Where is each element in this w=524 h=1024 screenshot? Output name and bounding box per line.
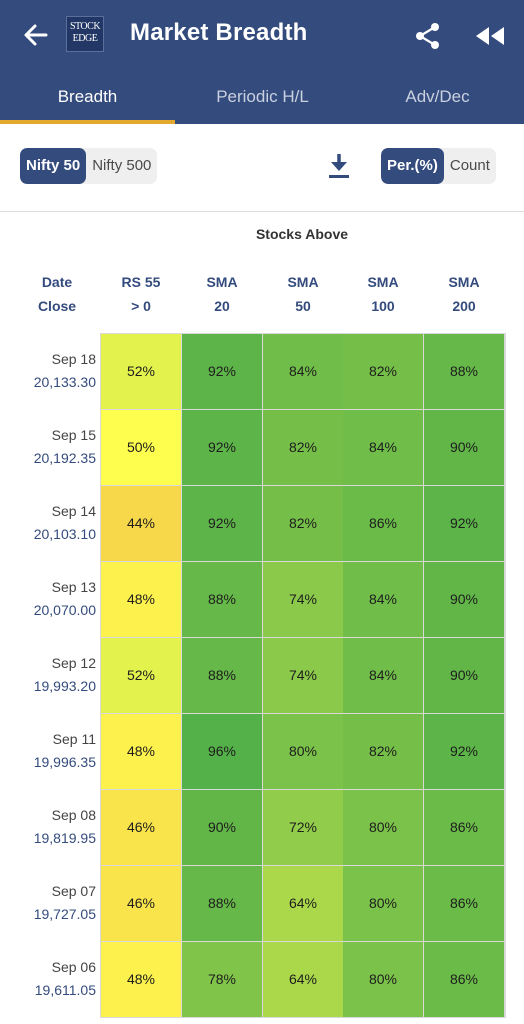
- col-header-sma100[interactable]: SMA 100: [367, 274, 399, 314]
- unit-toggle: Per.(%) Count: [381, 148, 496, 184]
- table-cell[interactable]: 84%: [343, 410, 423, 485]
- table-cell[interactable]: 50%: [101, 410, 181, 485]
- table-cell[interactable]: 90%: [424, 638, 504, 713]
- row-date: Sep 06: [51, 959, 96, 975]
- stockedge-logo: STOCK EDGE: [66, 16, 104, 52]
- table-cell[interactable]: 52%: [101, 334, 181, 409]
- tab-adv-dec[interactable]: Adv/Dec: [405, 87, 470, 106]
- row-date: Sep 13: [51, 579, 96, 595]
- row-date: Sep 18: [51, 351, 96, 367]
- table-cell[interactable]: 48%: [101, 562, 181, 637]
- row-date: Sep 14: [51, 503, 96, 519]
- row-close: 19,993.20: [33, 678, 96, 694]
- app-bar: STOCK EDGE Market Breadth Breadth Period…: [0, 0, 524, 124]
- table-cell[interactable]: 82%: [343, 714, 423, 789]
- stocks-above-label: Stocks Above: [255, 226, 349, 242]
- table-cell[interactable]: 96%: [182, 714, 262, 789]
- table-cell[interactable]: 88%: [182, 562, 262, 637]
- row-date-close: Sep 15 20,192.35: [0, 424, 96, 470]
- table-cell[interactable]: 84%: [343, 562, 423, 637]
- table-cell[interactable]: 90%: [424, 410, 504, 485]
- table-cell[interactable]: 88%: [182, 638, 262, 713]
- row-date-close: Sep 12 19,993.20: [0, 652, 96, 698]
- table-cell[interactable]: 48%: [101, 714, 181, 789]
- table-cell[interactable]: 80%: [263, 714, 343, 789]
- table-cell[interactable]: 88%: [182, 866, 262, 941]
- col-header-sma50[interactable]: SMA 50: [287, 274, 319, 314]
- table-cell[interactable]: 80%: [343, 790, 423, 865]
- table-cell[interactable]: 92%: [424, 714, 504, 789]
- table-cell[interactable]: 86%: [343, 486, 423, 561]
- table-cell[interactable]: 90%: [424, 562, 504, 637]
- table-cell[interactable]: 82%: [343, 334, 423, 409]
- col-header-sma200[interactable]: SMA 200: [448, 274, 480, 314]
- row-close: 20,070.00: [33, 602, 96, 618]
- col-header-sma20[interactable]: SMA 20: [206, 274, 238, 314]
- table-cell[interactable]: 88%: [424, 334, 504, 409]
- table-cell[interactable]: 84%: [263, 334, 343, 409]
- tab-periodic-hl[interactable]: Periodic H/L: [216, 87, 309, 106]
- table-cell[interactable]: 92%: [182, 334, 262, 409]
- table-cell[interactable]: 48%: [101, 942, 181, 1017]
- table-cell[interactable]: 52%: [101, 638, 181, 713]
- row-date: Sep 08: [51, 807, 96, 823]
- table-cell[interactable]: 72%: [263, 790, 343, 865]
- table-cell[interactable]: 92%: [182, 486, 262, 561]
- table-cell[interactable]: 46%: [101, 790, 181, 865]
- back-arrow-icon[interactable]: [20, 18, 52, 52]
- rewind-icon[interactable]: [474, 24, 506, 48]
- col-header-date: Date Close: [37, 274, 77, 314]
- table-cell[interactable]: 92%: [182, 410, 262, 485]
- page-title: Market Breadth: [130, 19, 308, 46]
- table-cell[interactable]: 82%: [263, 486, 343, 561]
- download-icon[interactable]: [326, 152, 352, 180]
- row-date-close: Sep 14 20,103.10: [0, 500, 96, 546]
- option-nifty-500[interactable]: Nifty 500: [92, 157, 152, 174]
- row-date: Sep 11: [52, 731, 96, 747]
- table-cell[interactable]: 80%: [343, 942, 423, 1017]
- tab-breadth[interactable]: Breadth: [0, 76, 175, 124]
- table-cell[interactable]: 64%: [263, 866, 343, 941]
- table-cell[interactable]: 86%: [424, 942, 504, 1017]
- row-date-close: Sep 18 20,133.30: [0, 348, 96, 394]
- row-date-close: Sep 08 19,819.95: [0, 804, 96, 850]
- table-cell[interactable]: 78%: [182, 942, 262, 1017]
- row-close: 20,192.35: [33, 450, 96, 466]
- row-close: 19,611.05: [34, 982, 96, 998]
- table-cell[interactable]: 84%: [343, 638, 423, 713]
- table-cell[interactable]: 90%: [182, 790, 262, 865]
- table-cell[interactable]: 64%: [263, 942, 343, 1017]
- table-cell[interactable]: 74%: [263, 562, 343, 637]
- index-toggle: Nifty 50 Nifty 500: [20, 148, 158, 184]
- option-count[interactable]: Count: [449, 157, 490, 174]
- row-date-close: Sep 07 19,727.05: [0, 880, 96, 926]
- table-cell[interactable]: 86%: [424, 866, 504, 941]
- col-header-rs55[interactable]: RS 55 > 0: [121, 274, 161, 314]
- row-date: Sep 07: [51, 883, 96, 899]
- row-date-close: Sep 11 19,996.35: [0, 728, 96, 774]
- row-close: 20,103.10: [33, 526, 96, 542]
- share-icon[interactable]: [414, 22, 442, 50]
- row-date-close: Sep 13 20,070.00: [0, 576, 96, 622]
- table-cell[interactable]: 82%: [263, 410, 343, 485]
- row-close: 20,133.30: [33, 374, 96, 390]
- table-cell[interactable]: 44%: [101, 486, 181, 561]
- option-nifty-50[interactable]: Nifty 50: [20, 148, 87, 184]
- table-cell[interactable]: 92%: [424, 486, 504, 561]
- row-close: 19,819.95: [33, 830, 96, 846]
- row-date: Sep 12: [51, 655, 96, 671]
- divider: [0, 211, 524, 212]
- table-cell[interactable]: 46%: [101, 866, 181, 941]
- table-cell[interactable]: 86%: [424, 790, 504, 865]
- tab-bar: Breadth Periodic H/L Adv/Dec: [0, 76, 524, 124]
- row-date: Sep 15: [51, 427, 96, 443]
- row-close: 19,727.05: [33, 906, 96, 922]
- table-cell[interactable]: 74%: [263, 638, 343, 713]
- table-cell[interactable]: 80%: [343, 866, 423, 941]
- row-date-close: Sep 06 19,611.05: [0, 956, 96, 1002]
- row-close: 19,996.35: [33, 754, 96, 770]
- option-percent[interactable]: Per.(%): [381, 148, 444, 184]
